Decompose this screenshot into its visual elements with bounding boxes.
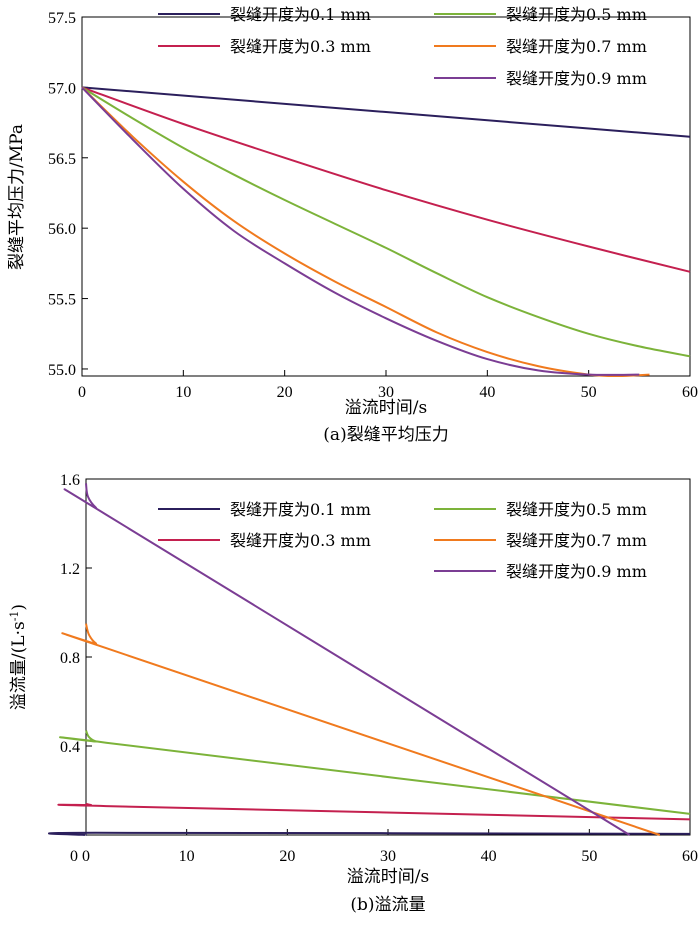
x-tick-label: 10 — [175, 384, 191, 401]
legend-label-4: 裂缝开度为0.7 mm — [506, 531, 647, 550]
x-tick-label: 30 — [380, 848, 396, 865]
y-tick-label: 55.5 — [48, 292, 76, 309]
chart-a-ticks: 0 10 20 30 40 50 60 55.0 55.5 56.0 56.5 57.0 57.5 — [48, 10, 698, 401]
series-line-2 — [57, 802, 691, 821]
series-line-5 — [63, 483, 631, 836]
legend-label-3: 裂缝开度为0.5 mm — [506, 5, 647, 24]
series-line-1 — [47, 831, 691, 836]
chart-b-legend: 裂缝开度为0.1 mm 裂缝开度为0.3 mm 裂缝开度为0.5 mm 裂缝开度为0.… — [158, 500, 647, 581]
legend-label-1: 裂缝开度为0.1 mm — [230, 500, 371, 519]
x-tick-label: 30 — [378, 384, 394, 401]
x-tick-label: 10 — [179, 848, 195, 865]
x-tick-label: 20 — [279, 848, 295, 865]
x-tick-label: 0 — [78, 384, 86, 401]
series-line-2 — [81, 86, 691, 273]
chart-a-caption: (a)裂缝平均压力 — [323, 425, 448, 445]
y-tick-label: 56.5 — [48, 151, 76, 168]
x-tick-label: 40 — [479, 384, 495, 401]
legend-label-5: 裂缝开度为0.9 mm — [506, 69, 647, 88]
chart-a-pressure: 0 10 20 30 40 50 60 55.0 55.5 56.0 56.5 57.0 57.5 裂缝… — [7, 5, 698, 445]
x-tick-label: 60 — [682, 384, 698, 401]
y-tick-label: 55.0 — [48, 362, 76, 379]
x-tick-label: 20 — [277, 384, 293, 401]
series-line-1 — [81, 86, 691, 138]
legend-label-2: 裂缝开度为0.3 mm — [230, 531, 371, 550]
chart-b-y-axis-label-sup: -1 — [8, 611, 21, 622]
y-tick-label: 1.2 — [60, 561, 80, 578]
y-tick-label: 56.0 — [48, 221, 76, 238]
x-tick-label: 40 — [481, 848, 497, 865]
chart-b-y-axis-label-end: ) — [9, 604, 29, 611]
y-tick-label: 0.8 — [60, 650, 80, 667]
series-line-4 — [61, 623, 661, 836]
legend-label-1: 裂缝开度为0.1 mm — [230, 5, 371, 24]
chart-b-y-axis-label: 溢流量/(L·s-1) — [8, 604, 29, 710]
chart-a-legend: 裂缝开度为0.1 mm 裂缝开度为0.3 mm 裂缝开度为0.5 mm 裂缝开度为0.… — [158, 5, 647, 88]
chart-b-caption: (b)溢流量 — [350, 895, 425, 915]
y-tick-label: 57.5 — [48, 10, 76, 27]
series-line-3 — [81, 86, 691, 358]
y-tick-label: 1.6 — [60, 472, 80, 489]
x-tick-label: 60 — [682, 848, 698, 865]
chart-b-series-lines — [47, 483, 691, 836]
x-tick-label: 0 — [82, 848, 90, 865]
y-tick-label: 57.0 — [48, 80, 76, 97]
y-tick-label: 0.4 — [60, 739, 80, 756]
chart-b-ticks: 0 10 20 30 40 50 60 0.4 0.8 1.2 1.6 0 — [60, 472, 698, 865]
origin-tick-label: 0 — [70, 848, 78, 865]
x-tick-label: 50 — [581, 848, 597, 865]
chart-b-x-axis-label: 溢流时间/s — [347, 867, 429, 887]
legend-label-4: 裂缝开度为0.7 mm — [506, 37, 647, 56]
chart-a-y-axis-label: 裂缝平均压力/MPa — [7, 124, 27, 270]
chart-b-y-axis-label-main: 溢流量/(L·s — [9, 621, 29, 710]
series-line-3 — [59, 729, 691, 815]
chart-a-x-axis-label: 溢流时间/s — [345, 398, 427, 418]
series-line-4 — [81, 86, 650, 378]
series-line-5 — [81, 86, 640, 376]
legend-label-3: 裂缝开度为0.5 mm — [506, 500, 647, 519]
chart-b-overflow: 0 10 20 30 40 50 600.40.81.21.60 裂缝开度为0.1 mm裂缝… — [8, 472, 698, 915]
legend-label-2: 裂缝开度为0.3 mm — [230, 37, 371, 56]
legend-label-5: 裂缝开度为0.9 mm — [506, 562, 647, 581]
chart-a-series-lines — [81, 86, 691, 378]
x-tick-label: 50 — [581, 384, 597, 401]
